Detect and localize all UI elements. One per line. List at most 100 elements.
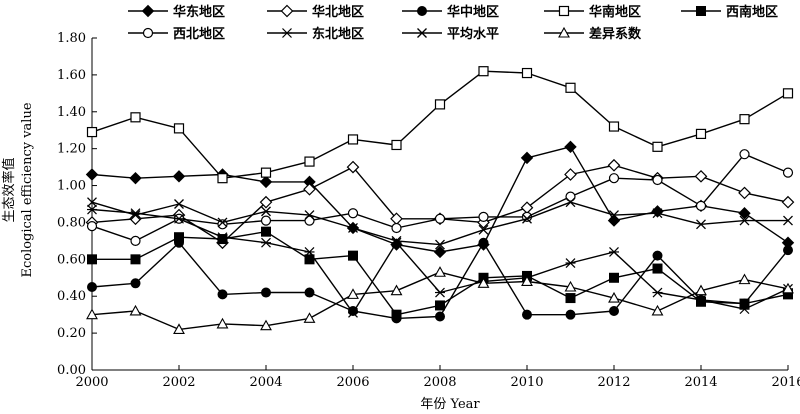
data-point (434, 266, 446, 277)
series-4 (86, 66, 794, 184)
x-axis-title: 年份 Year (420, 397, 480, 412)
data-point (565, 197, 576, 208)
legend-label: 华东地区 (173, 4, 225, 20)
data-point (607, 214, 621, 227)
data-point (521, 67, 533, 79)
legend-item: 华北地区 (267, 4, 364, 20)
data-point (652, 174, 663, 186)
data-point (739, 149, 750, 160)
data-point (652, 287, 663, 298)
data-point (172, 170, 186, 183)
data-point (696, 219, 706, 230)
data-point (652, 250, 663, 261)
data-point (217, 234, 228, 245)
x-tick-label: 2006 (336, 375, 369, 390)
data-point (173, 323, 185, 334)
data-point (217, 232, 228, 243)
data-point (173, 123, 185, 134)
y-tick-label: 1.40 (57, 105, 86, 120)
data-point (696, 296, 706, 307)
x-tick-label: 2008 (423, 375, 456, 390)
data-point (520, 151, 534, 165)
legend-marker (558, 26, 570, 38)
data-point (130, 254, 141, 265)
data-point (608, 121, 620, 132)
x-tick-label: 2012 (597, 375, 630, 390)
legend-item: 西南地区 (681, 4, 778, 20)
data-point (739, 304, 750, 315)
y-axis-title-cn: 生态效率值 (1, 157, 17, 222)
data-point (738, 273, 751, 285)
series-line (91, 164, 789, 244)
data-point (261, 206, 271, 217)
legend-item: 平均水平 (402, 26, 499, 42)
series-9 (86, 266, 794, 334)
data-point (304, 287, 315, 298)
data-point (87, 254, 97, 265)
data-point (781, 195, 795, 209)
data-point (609, 272, 619, 283)
legend-marker (558, 5, 570, 17)
data-point (129, 171, 142, 185)
data-point (130, 210, 141, 221)
data-point (85, 168, 99, 181)
data-point (520, 201, 534, 215)
legend-label: 华中地区 (447, 4, 499, 20)
legend-label: 东北地区 (312, 26, 364, 42)
data-point (783, 215, 793, 226)
data-point (609, 247, 619, 257)
y-tick-label: 1.00 (57, 179, 86, 194)
data-point (260, 167, 272, 178)
data-point (565, 293, 576, 304)
data-point (174, 213, 184, 224)
data-point (435, 239, 445, 250)
y-tick-label: 1.80 (57, 31, 86, 46)
data-point (174, 232, 184, 243)
data-point (347, 208, 359, 219)
data-point (782, 88, 794, 99)
data-point (782, 282, 794, 294)
data-point (261, 226, 271, 237)
data-point (260, 215, 272, 226)
data-point (478, 237, 489, 248)
y-tick-label: 0.00 (57, 363, 86, 378)
data-point (695, 284, 707, 296)
x-tick-label: 2004 (249, 375, 282, 390)
legend-label: 平均水平 (447, 26, 499, 42)
series-line (91, 153, 789, 242)
series-line (91, 146, 789, 253)
legend-label: 西南地区 (726, 4, 778, 20)
data-point (347, 288, 359, 299)
data-point (304, 210, 315, 221)
data-point (738, 186, 751, 200)
data-point (565, 191, 576, 202)
legend-label: 华南地区 (589, 4, 641, 20)
data-point (477, 277, 490, 288)
data-point (304, 247, 315, 257)
data-point (86, 308, 98, 320)
series-7 (87, 204, 793, 318)
legend-item: 差异系数 (544, 26, 642, 42)
x-tick-label: 2016 (771, 375, 800, 390)
data-point (783, 245, 793, 256)
data-point (433, 245, 447, 259)
data-point (260, 319, 272, 331)
data-point (86, 221, 98, 232)
x-tick-label: 2010 (510, 375, 543, 390)
data-point (348, 223, 358, 233)
data-point (739, 298, 750, 309)
data-point (390, 284, 403, 296)
data-point (695, 200, 707, 211)
series-line (91, 70, 789, 179)
data-point (608, 173, 620, 184)
data-point (391, 309, 402, 320)
data-point (86, 126, 98, 138)
y-tick-label: 1.20 (57, 142, 86, 157)
data-point (522, 309, 532, 320)
data-point (303, 182, 316, 196)
series-8 (87, 197, 793, 250)
data-point (652, 208, 663, 219)
data-point (261, 287, 271, 298)
